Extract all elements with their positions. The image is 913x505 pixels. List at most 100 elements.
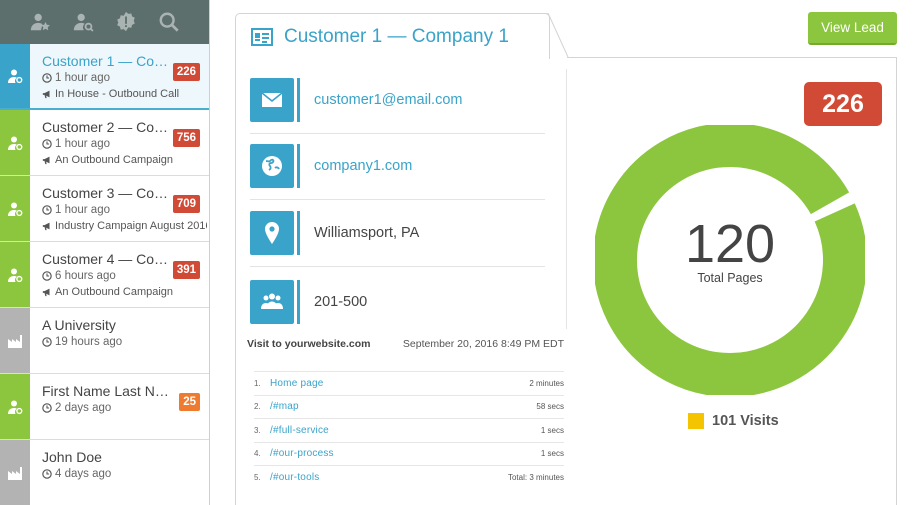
lead-campaign-text: An Outbound Campaign [55,154,174,166]
visit-page-duration: 1 secs [540,425,564,435]
visit-page-list: 1. Home page 2 minutes 2. /#map 58 secs 3. /#fu… [254,371,564,489]
company-icon [0,440,30,505]
lead-list-item[interactable]: Customer 3 — Company 3 1 hour ago Industry… [0,176,209,242]
alert-badge-icon[interactable] [113,9,139,35]
person-icon [0,176,30,241]
website-row: company1.com [250,133,545,200]
lead-time-text: 6 hours ago [55,270,116,282]
lead-card-tab: Customer 1 — Company 1 [235,13,550,59]
lead-info: Customer 4 — Company 4 6 hours ago An Outb… [30,242,209,307]
visit-page-number: 4. [254,449,261,459]
lead-campaign-text: Industry Campaign August 2016 [55,220,207,232]
lead-score-badge: 226 [172,63,200,81]
lead-list-item[interactable]: John Doe 4 days ago [0,440,209,505]
lead-list-item[interactable]: Customer 1 — Company 1 1 hour ago In House… [0,44,209,110]
clock-icon [42,73,52,83]
lead-time: 1 hour ago [42,72,209,84]
search-icon[interactable] [156,9,182,35]
visit-header: Visit to yourwebsite.com September 20, 2… [247,338,564,350]
lead-name: Customer 4 — Company 4 [42,251,170,267]
user-search-icon[interactable] [70,9,96,35]
lead-score-badge: 226 [804,82,882,126]
lead-info: Customer 1 — Company 1 1 hour ago In House… [30,44,209,108]
clock-icon [42,139,52,149]
website-link[interactable]: company1.com [314,158,413,174]
pages-donut-chart: 120 Total Pages [593,123,867,397]
lead-info: First Name Last Name 2 days ago [30,374,209,439]
visits-label: 101 Visits [712,413,779,429]
map-pin-icon [250,211,300,255]
clock-icon [42,337,52,347]
card-title: Customer 1 — Company 1 [284,25,509,47]
visit-page-row: 2. /#map 58 secs [254,394,564,419]
lead-time: 2 days ago [42,402,209,414]
location-row: Williamsport, PA [250,200,545,267]
lead-time: 4 days ago [42,468,209,480]
view-lead-button[interactable]: View Lead [808,12,897,45]
employees-text: 201-500 [314,293,368,310]
lead-score-badge: 756 [172,129,200,147]
lead-detail-panel: Customer 1 — Company 1 View Lead custome… [210,0,913,505]
lead-list-item[interactable]: Customer 4 — Company 4 6 hours ago An Outb… [0,242,209,308]
lead-campaign: In House - Outbound Call [42,88,207,100]
lead-sidebar: Customer 1 — Company 1 1 hour ago In House… [0,0,210,505]
person-icon [0,374,30,439]
visit-page-duration: Total: 3 minutes [507,472,564,482]
people-icon [250,279,300,324]
megaphone-icon [42,89,52,99]
visit-page-number: 3. [254,425,261,435]
lead-info: Customer 2 — Company 2 1 hour ago An Outbo… [30,110,209,175]
email-row: customer1@email.com [250,67,545,134]
clock-icon [42,469,52,479]
contact-card-icon [251,27,273,46]
lead-time-text: 2 days ago [55,402,112,414]
lead-name: A University [42,317,116,333]
visit-page-duration: 58 secs [536,402,564,412]
visit-page-duration: 1 secs [540,449,564,459]
visit-page-link[interactable]: /#our-tools [270,471,320,483]
clock-icon [42,403,52,413]
lead-info: Customer 3 — Company 3 1 hour ago Industry… [30,176,209,241]
visit-page-link[interactable]: Home page [270,377,324,389]
lead-name: Customer 1 — Company 1 [42,53,170,69]
lead-list-item[interactable]: A University 19 hours ago [0,308,209,374]
visit-page-row: 5. /#our-tools Total: 3 minutes [254,465,564,489]
lead-campaign: An Outbound Campaign [42,154,207,166]
lead-score-badge: 391 [172,261,200,279]
lead-campaign-text: In House - Outbound Call [55,88,180,100]
megaphone-icon [42,155,52,165]
lead-name: John Doe [42,449,102,465]
lead-time: 1 hour ago [42,204,209,216]
card-column-divider [566,69,567,329]
visit-page-link[interactable]: /#map [270,401,299,413]
donut-svg [593,123,867,397]
lead-info: A University 19 hours ago [30,308,209,373]
lead-time-text: 19 hours ago [55,336,123,348]
lead-list: Customer 1 — Company 1 1 hour ago In House… [0,44,209,505]
visits-legend: 101 Visits [688,413,779,429]
lead-time: 19 hours ago [42,336,209,348]
sidebar-toolbar [0,0,209,44]
lead-name: Customer 3 — Company 3 [42,185,170,201]
visit-page-link[interactable]: /#full-service [270,424,329,436]
visit-page-row: 3. /#full-service 1 secs [254,418,564,442]
lead-time-text: 1 hour ago [55,204,110,216]
clock-icon [42,205,52,215]
total-pages-value: 120 [684,214,776,274]
visit-page-link[interactable]: /#our-process [270,448,334,460]
megaphone-icon [42,221,52,231]
clock-icon [42,271,52,281]
visit-page-number: 2. [254,402,261,412]
lead-campaign: Industry Campaign August 2016 [42,220,207,232]
lead-list-item[interactable]: Customer 2 — Company 2 1 hour ago An Outbo… [0,110,209,176]
user-star-icon[interactable] [27,9,53,35]
lead-list-item[interactable]: First Name Last Name 2 days ago 25 [0,374,209,440]
lead-time-text: 1 hour ago [55,72,110,84]
employees-row: 201-500 [250,268,545,335]
email-link[interactable]: customer1@email.com [314,92,463,108]
visit-page-number: 5. [254,472,261,482]
visit-page-row: 4. /#our-process 1 secs [254,441,564,466]
visit-date: September 20, 2016 8:49 PM EDT [402,338,564,350]
visit-page-number: 1. [254,378,261,388]
visit-page-duration: 2 minutes [529,378,564,388]
